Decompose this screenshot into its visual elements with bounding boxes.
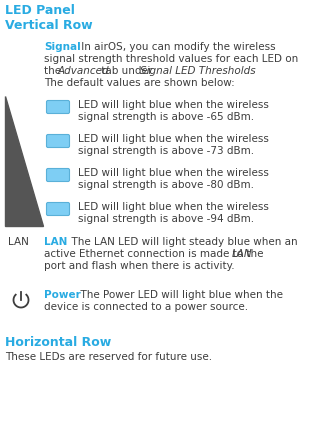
Text: Horizontal Row: Horizontal Row (5, 336, 111, 349)
Text: signal strength is above -65 dBm.: signal strength is above -65 dBm. (78, 112, 254, 122)
FancyBboxPatch shape (46, 100, 70, 114)
Text: These LEDs are reserved for future use.: These LEDs are reserved for future use. (5, 352, 212, 362)
Text: LAN: LAN (232, 249, 253, 259)
Text: signal strength is above -80 dBm.: signal strength is above -80 dBm. (78, 180, 254, 190)
Text: signal strength is above -73 dBm.: signal strength is above -73 dBm. (78, 146, 254, 156)
Text: device is connected to a power source.: device is connected to a power source. (44, 302, 248, 312)
Text: active Ethernet connection is made to the: active Ethernet connection is made to th… (44, 249, 267, 259)
FancyBboxPatch shape (46, 134, 70, 148)
Text: Vertical Row: Vertical Row (5, 19, 93, 32)
Polygon shape (5, 96, 43, 226)
Text: the: the (44, 66, 64, 76)
Text: signal strength threshold values for each LED on: signal strength threshold values for eac… (44, 54, 298, 64)
Text: The Power LED will light blue when the: The Power LED will light blue when the (74, 290, 283, 300)
Text: signal strength is above -94 dBm.: signal strength is above -94 dBm. (78, 214, 254, 224)
Text: Signal: Signal (44, 42, 81, 52)
Text: LAN: LAN (44, 237, 67, 247)
Text: LAN: LAN (8, 237, 29, 247)
Text: LED will light blue when the wireless: LED will light blue when the wireless (78, 134, 269, 144)
Text: The LAN LED will light steady blue when an: The LAN LED will light steady blue when … (65, 237, 298, 247)
Text: LED will light blue when the wireless: LED will light blue when the wireless (78, 168, 269, 178)
Text: .: . (235, 66, 238, 76)
Text: LED will light blue when the wireless: LED will light blue when the wireless (78, 100, 269, 110)
FancyBboxPatch shape (46, 168, 70, 181)
Text: tab under: tab under (98, 66, 155, 76)
Text: The default values are shown below:: The default values are shown below: (44, 78, 235, 88)
Text: LED Panel: LED Panel (5, 4, 75, 17)
Text: Signal LED Thresholds: Signal LED Thresholds (140, 66, 256, 76)
Text: Power: Power (44, 290, 81, 300)
Text: port and flash when there is activity.: port and flash when there is activity. (44, 261, 235, 271)
FancyBboxPatch shape (46, 203, 70, 215)
Text: Advanced: Advanced (58, 66, 110, 76)
Text: In airOS, you can modify the wireless: In airOS, you can modify the wireless (78, 42, 276, 52)
Text: LED will light blue when the wireless: LED will light blue when the wireless (78, 202, 269, 212)
